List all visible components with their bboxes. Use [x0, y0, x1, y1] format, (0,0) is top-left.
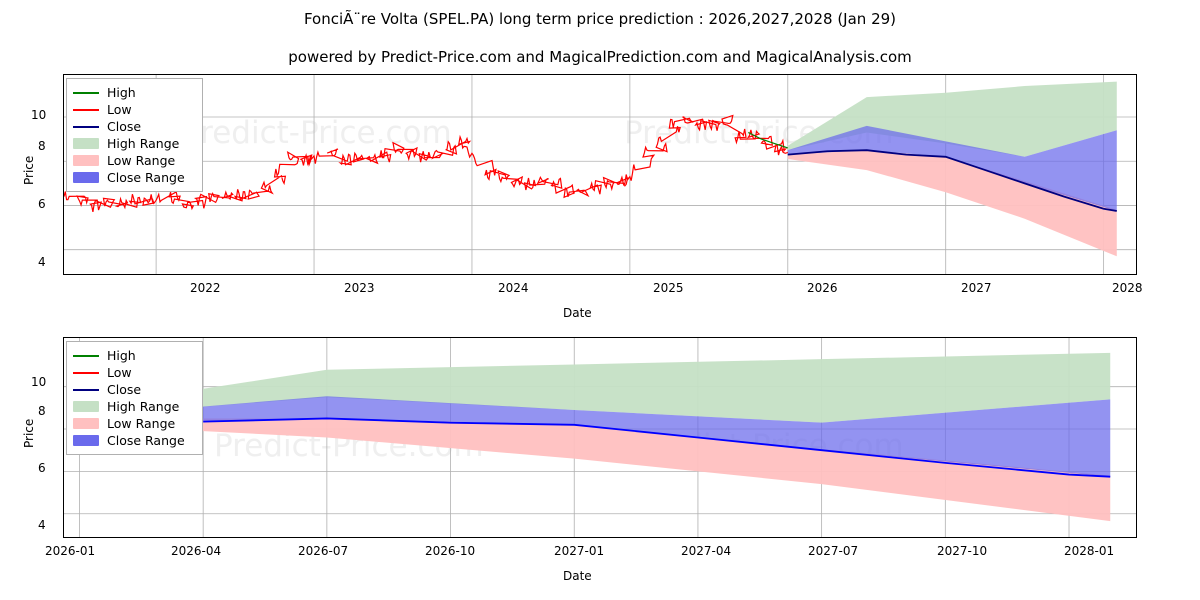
top-ytick-6: 6	[38, 197, 46, 211]
bottom-ytick-6: 6	[38, 461, 46, 475]
legend-item-low-range-2[interactable]: Low Range	[73, 415, 195, 432]
legend-label-close-range: Close Range	[107, 170, 185, 185]
top-legend: High Low Close High Range Low Range Clos…	[66, 78, 203, 192]
legend-label-low: Low	[107, 102, 132, 117]
top-ytick-8: 8	[38, 139, 46, 153]
bottom-xtick-2: 2026-04	[171, 544, 222, 558]
legend-key-high-icon-2	[73, 350, 99, 361]
legend-item-high-range[interactable]: High Range	[73, 135, 195, 152]
legend-key-close-range-icon-2	[73, 435, 99, 446]
legend-item-close-range[interactable]: Close Range	[73, 169, 195, 186]
top-ytick-10: 10	[31, 108, 47, 122]
bottom-ytick-4: 4	[38, 518, 46, 532]
legend-key-close-icon-2	[73, 384, 99, 395]
legend-label-close-2: Close	[107, 382, 142, 397]
bottom-ytick-8: 8	[38, 404, 46, 418]
top-xtick-2024: 2024	[498, 281, 529, 295]
legend-label-close: Close	[107, 119, 142, 134]
bottom-y-axis-label: Price	[22, 418, 36, 448]
legend-label-low-range-2: Low Range	[107, 416, 176, 431]
legend-item-low-range[interactable]: Low Range	[73, 152, 195, 169]
bottom-chart-svg	[64, 338, 1136, 537]
legend-item-high-2[interactable]: High	[73, 347, 195, 364]
top-xtick-2027: 2027	[961, 281, 992, 295]
bottom-xtick-9: 2028-01	[1064, 544, 1115, 558]
bottom-xtick-5: 2027-01	[554, 544, 605, 558]
legend-key-low-range-icon-2	[73, 418, 99, 429]
bottom-xtick-8: 2027-10	[937, 544, 988, 558]
top-plot-area: Predict-Price.com Predict-Price.com Pred…	[63, 74, 1137, 275]
bottom-plot-area: Predict-Price.com Predict-Price.com	[63, 337, 1137, 538]
legend-item-high-range-2[interactable]: High Range	[73, 398, 195, 415]
legend-label-close-range-2: Close Range	[107, 433, 185, 448]
bottom-legend: High Low Close High Range Low Range Clos…	[66, 341, 203, 455]
legend-key-low-range-icon	[73, 155, 99, 166]
legend-item-low[interactable]: Low	[73, 101, 195, 118]
top-y-axis-label: Price	[22, 155, 36, 185]
top-xtick-2022: 2022	[190, 281, 221, 295]
legend-key-close-range-icon	[73, 172, 99, 183]
top-chart-svg	[64, 75, 1136, 274]
legend-label-high: High	[107, 85, 136, 100]
legend-key-high-range-icon-2	[73, 401, 99, 412]
page-title: FonciÃ¨re Volta (SPEL.PA) long term pric…	[303, 10, 897, 28]
legend-label-high-range: High Range	[107, 136, 180, 151]
legend-label-high-2: High	[107, 348, 136, 363]
legend-key-low-icon	[73, 104, 99, 115]
legend-key-high-icon	[73, 87, 99, 98]
legend-key-close-icon	[73, 121, 99, 132]
legend-label-low-2: Low	[107, 365, 132, 380]
bottom-xtick-1: 2026-01	[45, 544, 96, 558]
legend-item-low-2[interactable]: Low	[73, 364, 195, 381]
legend-item-high[interactable]: High	[73, 84, 195, 101]
bottom-x-axis-label: Date	[563, 569, 592, 583]
bottom-xtick-6: 2027-04	[681, 544, 732, 558]
legend-label-high-range-2: High Range	[107, 399, 180, 414]
legend-item-close-2[interactable]: Close	[73, 381, 195, 398]
top-xtick-2026: 2026	[807, 281, 838, 295]
bottom-xtick-7: 2027-07	[808, 544, 859, 558]
bottom-xtick-3: 2026-07	[298, 544, 349, 558]
legend-item-close[interactable]: Close	[73, 118, 195, 135]
legend-key-low-icon-2	[73, 367, 99, 378]
top-xtick-2023: 2023	[344, 281, 375, 295]
legend-key-high-range-icon	[73, 138, 99, 149]
page-subtitle: powered by Predict-Price.com and Magical…	[288, 48, 912, 66]
top-x-axis-label: Date	[563, 306, 592, 320]
bottom-xtick-4: 2026-10	[425, 544, 476, 558]
bottom-ytick-10: 10	[31, 375, 47, 389]
top-ytick-4: 4	[38, 255, 46, 269]
top-xtick-2028: 2028	[1112, 281, 1143, 295]
legend-label-low-range: Low Range	[107, 153, 176, 168]
top-xtick-2025: 2025	[653, 281, 684, 295]
legend-item-close-range-2[interactable]: Close Range	[73, 432, 195, 449]
